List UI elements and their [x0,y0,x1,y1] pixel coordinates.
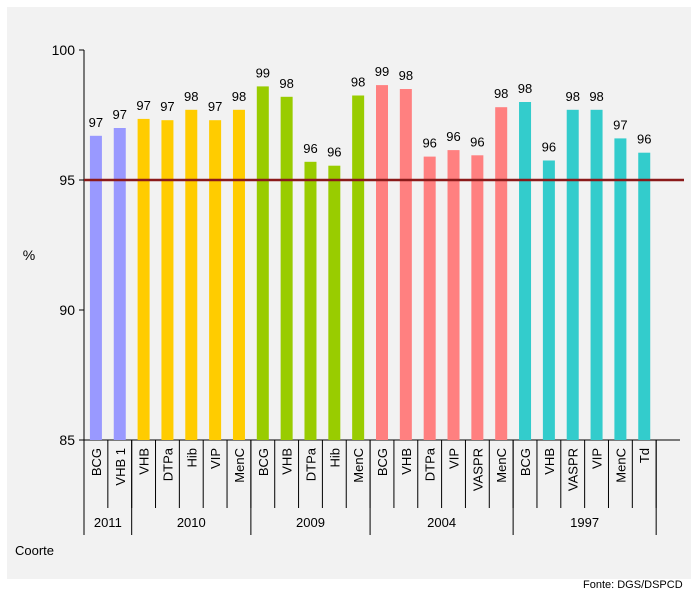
chart-frame: 85 90 95 100% 97 BCG 97 VHB 1 97 VHB 97 DTPa 98 Hib 97… [7,7,691,579]
group-label: 2011 [94,515,122,530]
category-label: MenC [494,448,509,483]
category-label: Td [637,448,652,463]
data-label: 98 [232,89,246,104]
data-label: 98 [351,75,365,90]
data-label: 97 [89,115,103,130]
bar [328,165,341,440]
bar [89,135,102,441]
bar [280,96,293,441]
bar [185,109,198,441]
data-label: 99 [375,64,389,79]
category-label: BCG [518,448,533,476]
group-label: 2009 [296,515,325,530]
bar [471,155,484,441]
category-label: DTPa [303,447,318,481]
bar [495,107,508,440]
category-label: VIP [447,448,462,469]
data-label: 96 [327,145,341,160]
data-label: 96 [446,129,460,144]
vaccination-coverage-chart: 85 90 95 100% 97 BCG 97 VHB 1 97 VHB 97 DTPa 98 Hib 97… [15,42,684,558]
data-label: 98 [589,89,603,104]
category-label: VIP [208,448,223,469]
y-tick-label: 95 [59,172,75,188]
bar [113,128,126,440]
data-label: 97 [113,107,127,122]
bar [423,156,436,440]
data-label: 97 [160,99,174,114]
category-label: MenC [232,448,247,483]
data-label: 96 [470,134,484,149]
data-label: 97 [136,98,150,113]
group-label: 1997 [570,515,599,530]
bar [232,109,245,441]
category-label: VIP [590,448,605,469]
category-label: VASPR [566,448,581,491]
category-label: MenC [351,448,366,483]
data-label: 97 [208,99,222,114]
y-tick-label: 85 [59,432,75,448]
category-label: VHB [542,448,557,475]
category-label: VHB [137,448,152,475]
category-label: DTPa [160,447,175,481]
group-label: 2004 [427,515,456,530]
data-label: 96 [422,136,436,151]
y-axis-label: % [23,247,35,263]
data-label: 98 [399,68,413,83]
data-label: 96 [542,140,556,155]
category-label: VASPR [470,448,485,491]
bar [256,86,269,441]
bar [352,95,365,440]
data-label: 98 [518,81,532,96]
data-label: 98 [565,89,579,104]
bar [209,120,222,440]
bar [638,152,651,440]
data-label: 96 [303,141,317,156]
data-label: 99 [256,65,270,80]
y-tick-label: 100 [52,42,76,58]
category-label: DTPa [423,447,438,481]
data-label: 98 [279,76,293,91]
bar [566,109,579,441]
bar [399,89,412,440]
category-label: BCG [375,448,390,476]
data-label: 98 [494,86,508,101]
y-tick-label: 90 [59,302,75,318]
category-label: MenC [613,448,628,483]
bar [519,102,532,440]
bar [447,150,460,440]
category-label: VHB [280,448,295,475]
bar [161,120,174,440]
category-label: BCG [256,448,271,476]
group-label: 2010 [177,515,206,530]
data-label: 97 [613,117,627,132]
data-label: 96 [637,132,651,147]
bar [137,118,150,441]
bar [376,85,388,440]
category-label: BCG [89,448,104,476]
bar [590,109,603,441]
bar [614,138,627,440]
bar [304,161,317,441]
source-note: Fonte: DGS/DSPCD [583,579,683,591]
bar [542,160,555,440]
category-label: VHB 1 [113,448,128,486]
category-label: VHB [399,448,414,475]
data-label: 98 [184,89,198,104]
x-axis-label: Coorte [15,543,54,558]
category-label: Hib [327,448,342,468]
category-label: Hib [184,448,199,468]
